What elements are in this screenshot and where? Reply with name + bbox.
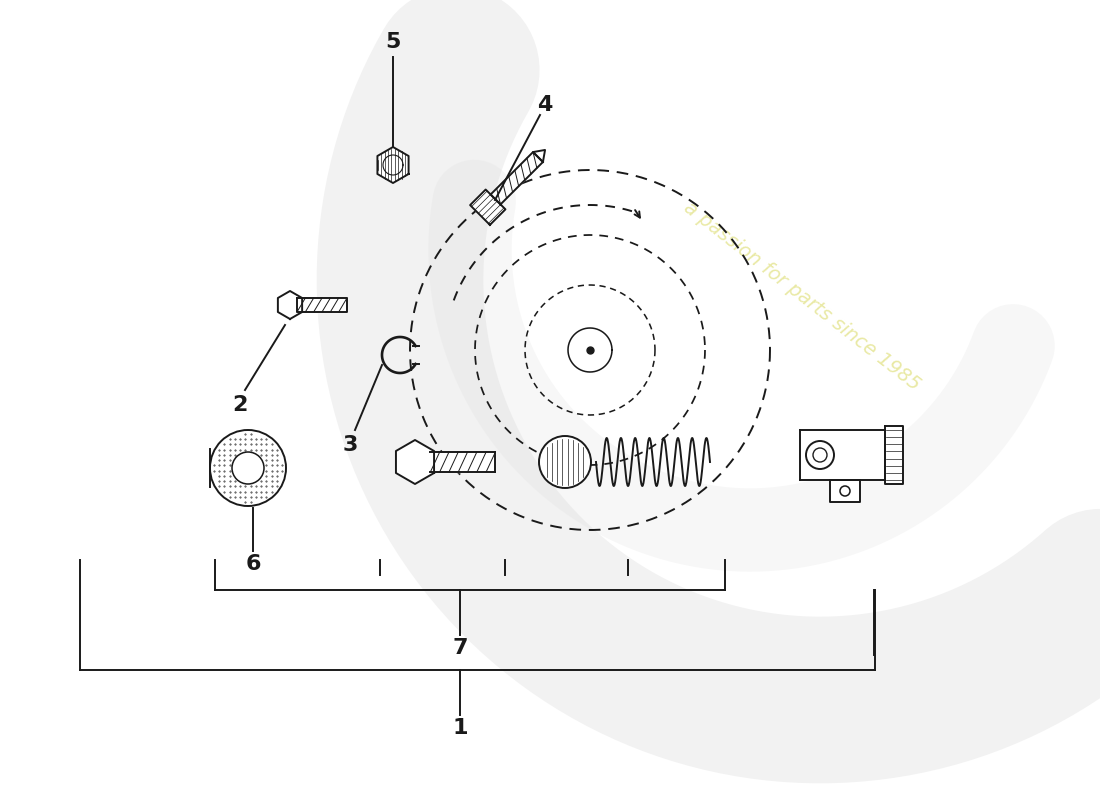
Text: 3: 3 bbox=[342, 435, 358, 455]
Text: 6: 6 bbox=[245, 554, 261, 574]
Polygon shape bbox=[800, 430, 886, 480]
Text: 5: 5 bbox=[385, 32, 400, 52]
Circle shape bbox=[813, 448, 827, 462]
Polygon shape bbox=[886, 426, 903, 484]
Text: 1: 1 bbox=[452, 718, 468, 738]
Circle shape bbox=[840, 486, 850, 496]
Polygon shape bbox=[491, 152, 543, 204]
Text: 4: 4 bbox=[537, 95, 552, 115]
Circle shape bbox=[232, 452, 264, 484]
Circle shape bbox=[210, 430, 286, 506]
Polygon shape bbox=[297, 298, 346, 312]
Polygon shape bbox=[396, 440, 435, 484]
Circle shape bbox=[539, 436, 591, 488]
Text: 2: 2 bbox=[232, 395, 248, 415]
Polygon shape bbox=[430, 452, 495, 472]
Text: 7: 7 bbox=[452, 638, 468, 658]
Polygon shape bbox=[377, 147, 408, 183]
Circle shape bbox=[806, 441, 834, 469]
Polygon shape bbox=[470, 190, 506, 225]
Polygon shape bbox=[278, 291, 303, 319]
Text: a passion for parts since 1985: a passion for parts since 1985 bbox=[680, 198, 924, 394]
Polygon shape bbox=[534, 150, 546, 162]
Polygon shape bbox=[830, 480, 860, 502]
